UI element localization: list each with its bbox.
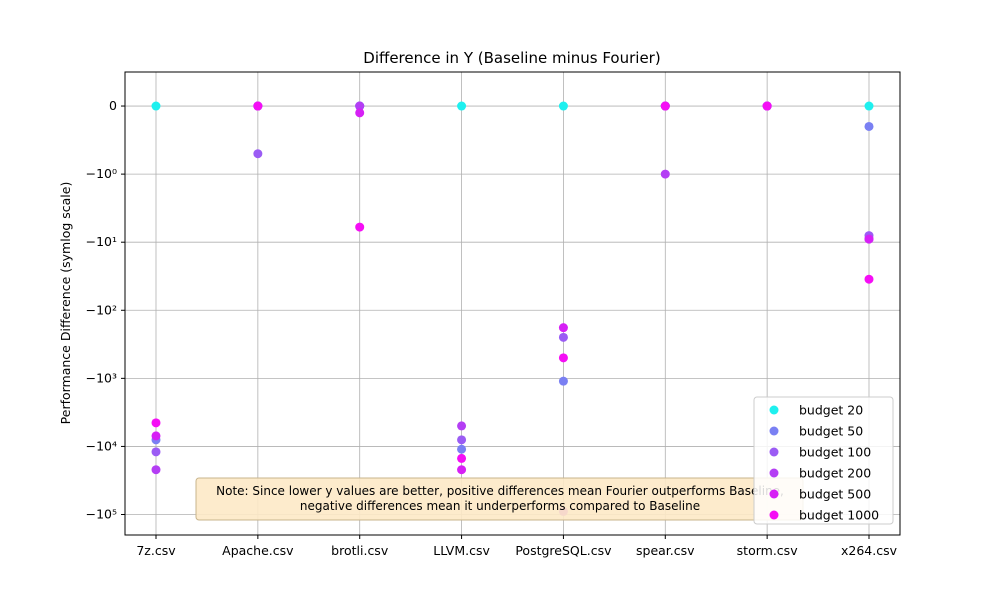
chart-title: Difference in Y (Baseline minus Fourier) bbox=[363, 49, 660, 67]
data-point bbox=[457, 453, 467, 463]
data-point bbox=[151, 431, 161, 441]
legend-marker bbox=[769, 447, 779, 457]
legend-label: budget 500 bbox=[799, 487, 871, 502]
x-tick-label: PostgreSQL.csv bbox=[515, 543, 612, 558]
data-point bbox=[151, 418, 161, 428]
x-tick-label: 7z.csv bbox=[136, 543, 176, 558]
x-tick-label: Apache.csv bbox=[222, 543, 294, 558]
data-points bbox=[151, 101, 874, 516]
data-point bbox=[864, 101, 874, 111]
data-point bbox=[558, 323, 568, 333]
data-point bbox=[457, 444, 467, 454]
x-tick-label: spear.csv bbox=[636, 543, 695, 558]
legend-marker bbox=[769, 468, 779, 478]
y-tick-label: −10⁵ bbox=[86, 507, 117, 522]
data-point bbox=[151, 465, 161, 475]
data-point bbox=[864, 121, 874, 131]
data-point bbox=[660, 101, 670, 111]
legend-label: budget 100 bbox=[799, 445, 871, 460]
data-point bbox=[457, 465, 467, 475]
y-tick-label: −10² bbox=[86, 302, 117, 317]
data-point bbox=[558, 101, 568, 111]
legend-label: budget 200 bbox=[799, 466, 871, 481]
legend-box bbox=[753, 396, 894, 525]
data-point bbox=[558, 332, 568, 342]
y-tick-label: −10³ bbox=[86, 370, 117, 385]
legend-marker bbox=[769, 426, 779, 436]
data-point bbox=[253, 149, 263, 159]
y-tick-labels: 0 −10⁰ −10¹ −10² −10³ −10⁴ −10⁵ bbox=[86, 98, 125, 522]
y-tick-label: −10¹ bbox=[86, 234, 117, 249]
note-line-1: Note: Since lower y values are better, p… bbox=[216, 484, 784, 498]
x-tick-label: brotli.csv bbox=[331, 543, 389, 558]
data-point bbox=[762, 101, 772, 111]
data-point bbox=[151, 447, 161, 457]
data-point bbox=[864, 234, 874, 244]
data-point bbox=[253, 101, 263, 111]
y-tick-label: −10⁰ bbox=[86, 166, 117, 181]
note-line-2: negative differences mean it underperfor… bbox=[300, 499, 700, 513]
data-point bbox=[558, 376, 568, 386]
data-point bbox=[457, 421, 467, 431]
data-point bbox=[660, 169, 670, 179]
legend-marker bbox=[769, 489, 779, 499]
data-point bbox=[457, 101, 467, 111]
data-point bbox=[355, 222, 365, 232]
x-tick-label: x264.csv bbox=[841, 543, 898, 558]
x-tick-label: storm.csv bbox=[737, 543, 799, 558]
legend-label: budget 1000 bbox=[799, 508, 879, 523]
data-point bbox=[558, 353, 568, 363]
data-point bbox=[457, 435, 467, 445]
y-tick-label: −10⁴ bbox=[86, 438, 117, 453]
data-point bbox=[864, 274, 874, 284]
x-tick-labels: 7z.csv Apache.csv brotli.csv LLVM.csv Postgr… bbox=[136, 535, 898, 558]
legend: budget 20 budget 50 budget 100 budget 200 bu… bbox=[753, 396, 894, 525]
legend-marker bbox=[769, 510, 779, 520]
data-point bbox=[355, 108, 365, 118]
y-tick-label: 0 bbox=[109, 98, 117, 113]
data-point bbox=[151, 101, 161, 111]
y-axis-label: Performance Difference (symlog scale) bbox=[58, 182, 73, 425]
legend-marker bbox=[769, 405, 779, 415]
legend-label: budget 20 bbox=[799, 403, 863, 418]
note-box: Note: Since lower y values are better, p… bbox=[195, 477, 804, 521]
data-point bbox=[355, 101, 365, 111]
legend-label: budget 50 bbox=[799, 424, 863, 439]
x-tick-label: LLVM.csv bbox=[433, 543, 490, 558]
plot-frame bbox=[124, 71, 901, 536]
